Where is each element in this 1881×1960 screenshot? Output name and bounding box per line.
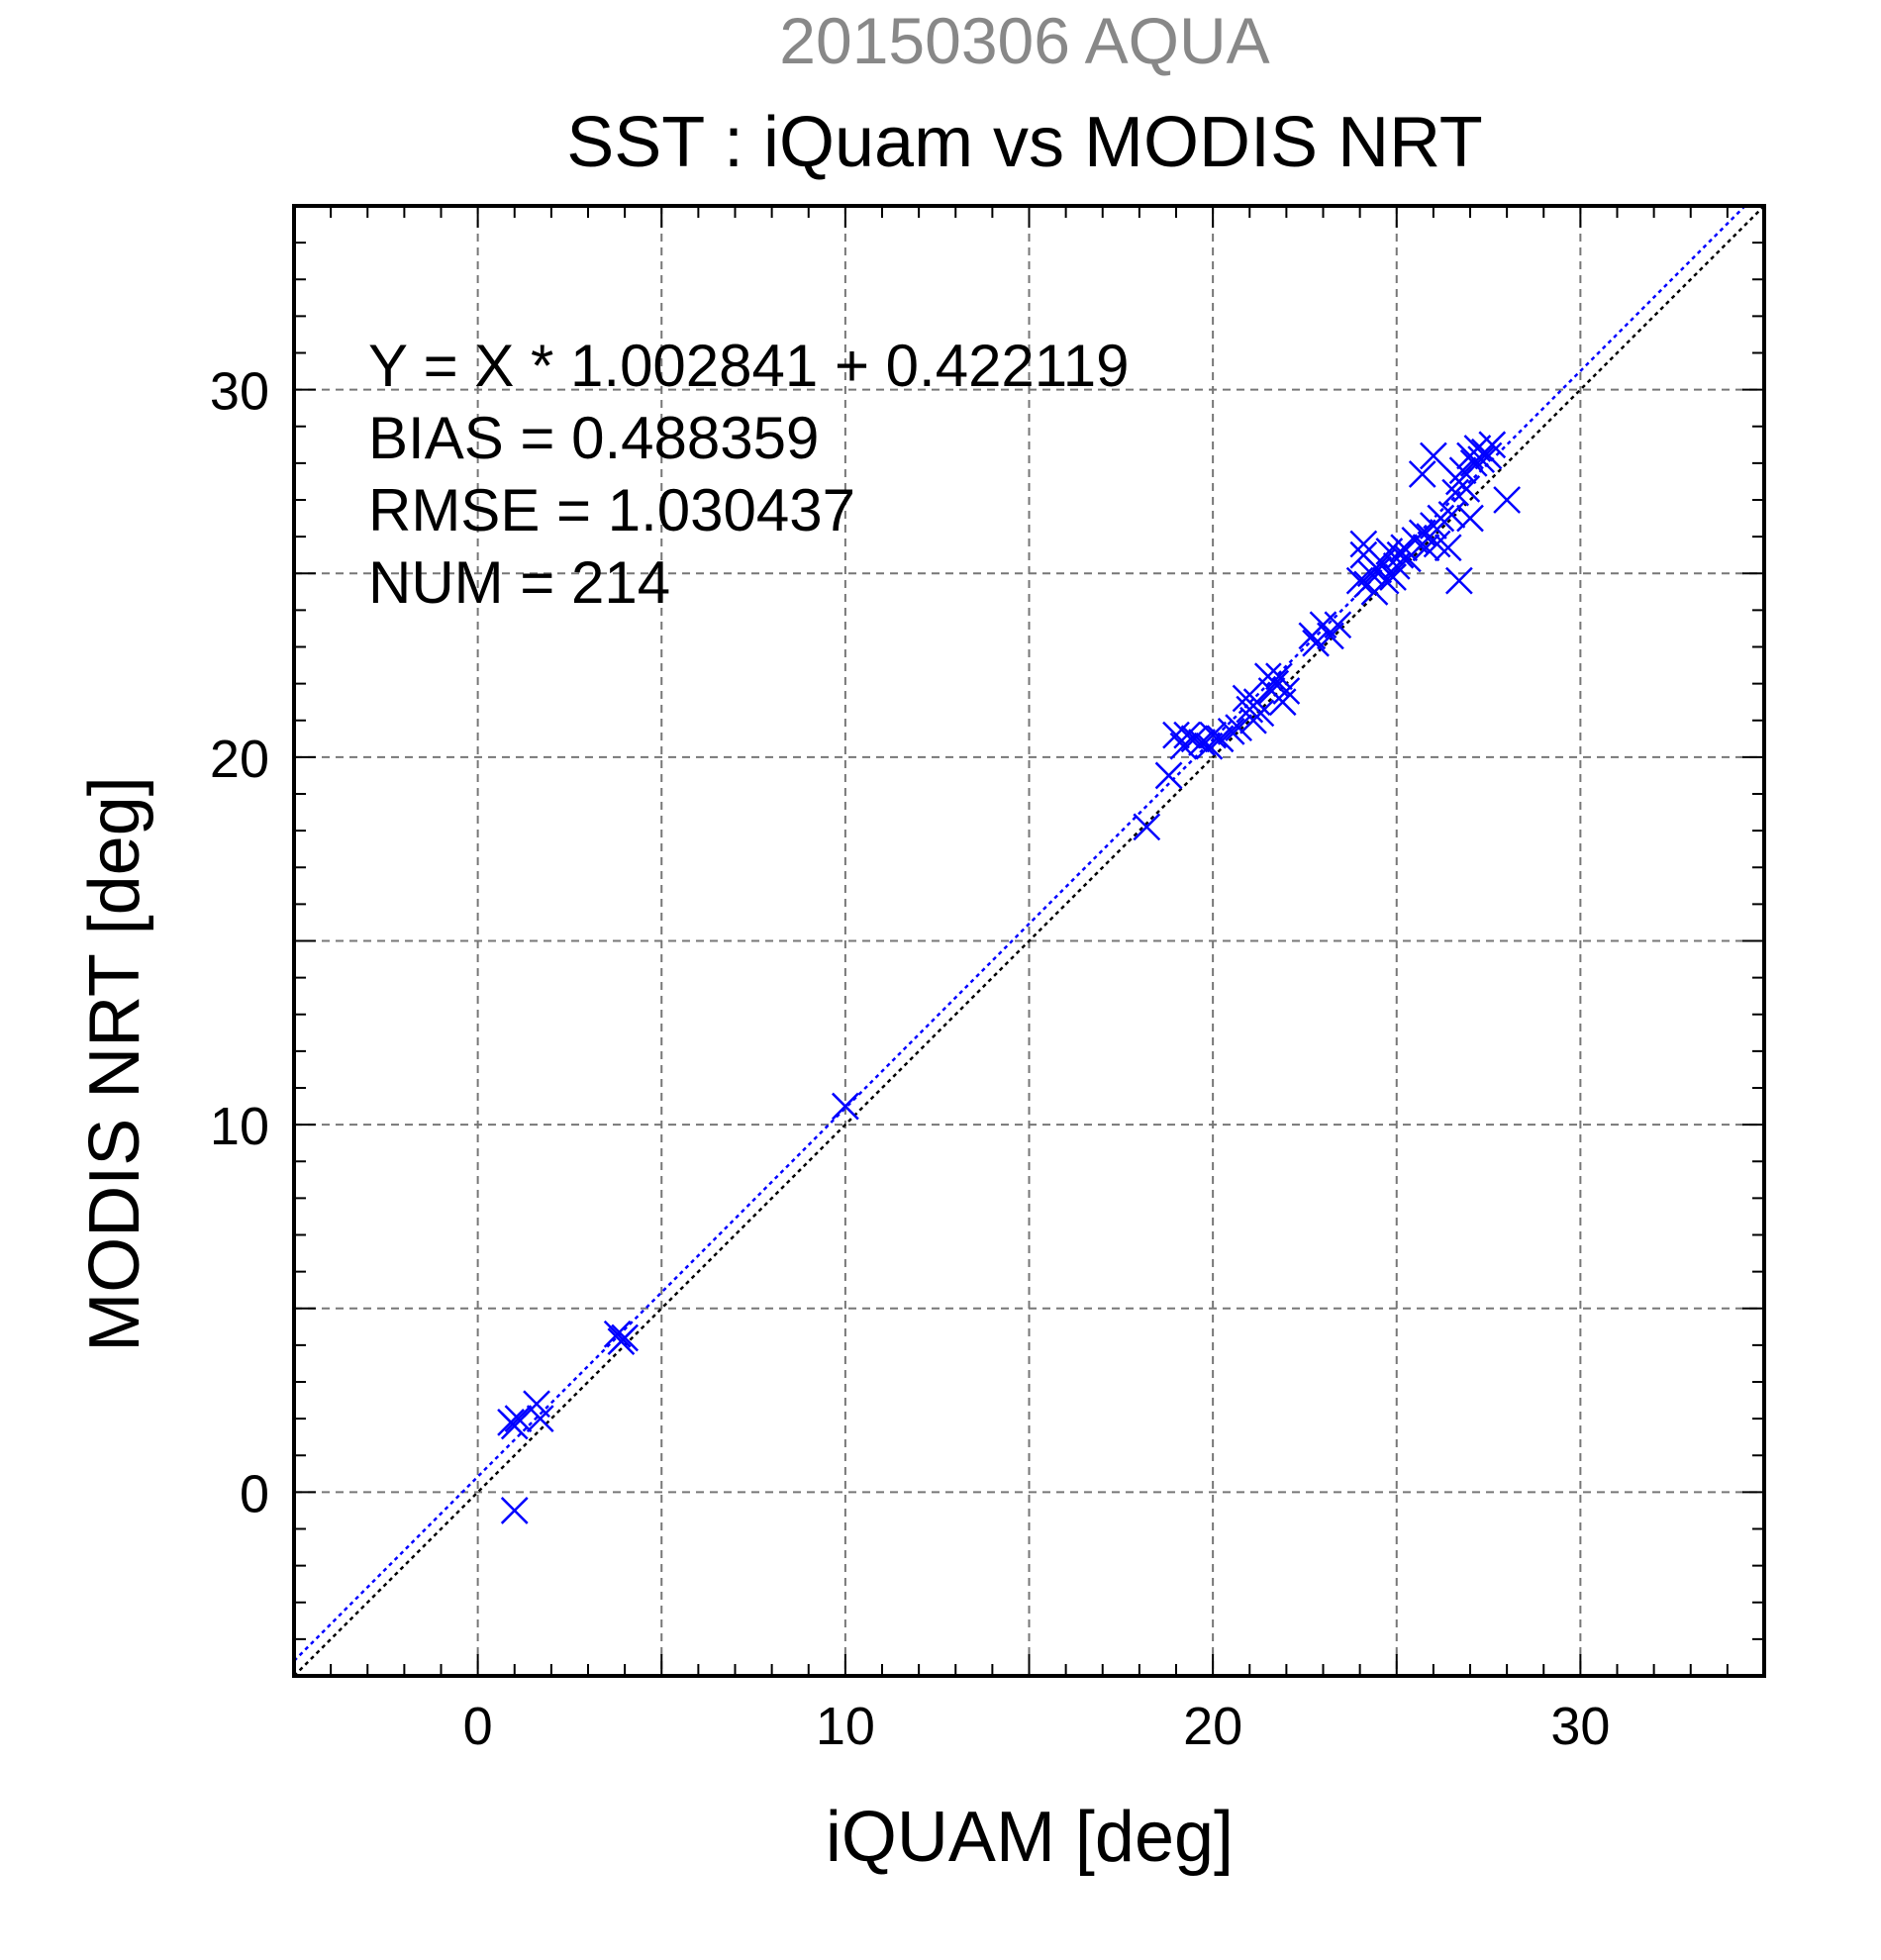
y-axis-label: MODIS NRT [deg] xyxy=(75,776,154,1352)
data-point xyxy=(1412,534,1440,562)
data-point xyxy=(1408,460,1436,488)
x-tick-label: 30 xyxy=(1550,1697,1610,1756)
data-point xyxy=(1133,813,1161,841)
x-tick-label: 0 xyxy=(463,1697,493,1756)
identity-line xyxy=(293,205,1765,1677)
data-point xyxy=(1434,534,1462,562)
data-point xyxy=(1302,629,1330,657)
data-point xyxy=(1180,725,1209,753)
data-point xyxy=(1246,699,1275,728)
data-points xyxy=(497,431,1522,1524)
y-tick-label: 20 xyxy=(210,730,269,789)
data-point xyxy=(1441,478,1470,507)
stats-annotation: Y = X * 1.002841 + 0.422119 BIAS = 0.488… xyxy=(368,333,1129,616)
data-point xyxy=(1467,445,1496,474)
data-point xyxy=(1199,721,1228,749)
data-point xyxy=(1173,721,1202,749)
y-tick-label: 30 xyxy=(210,362,269,422)
rmse-stat: RMSE = 1.030437 xyxy=(368,477,855,543)
x-tick-labels: 0 10 20 30 xyxy=(463,1697,1611,1756)
x-tick-label: 10 xyxy=(816,1697,875,1756)
data-point xyxy=(1349,530,1378,558)
data-point xyxy=(831,1092,859,1121)
regression-fit-line xyxy=(293,205,1746,1662)
data-point xyxy=(603,1320,632,1348)
data-point xyxy=(1268,688,1297,717)
x-tick-label: 20 xyxy=(1183,1697,1242,1756)
data-point xyxy=(1444,566,1473,595)
data-point xyxy=(1427,504,1455,533)
y-tick-label: 10 xyxy=(210,1097,269,1156)
x-axis-label: iQUAM [deg] xyxy=(826,1798,1234,1877)
data-point xyxy=(1452,474,1481,503)
data-point xyxy=(1272,677,1301,705)
y-tick-label: 0 xyxy=(240,1464,269,1523)
data-point xyxy=(1474,441,1503,470)
data-point xyxy=(1154,761,1183,790)
bias-stat: BIAS = 0.488359 xyxy=(368,405,819,471)
data-point xyxy=(504,1405,533,1433)
data-point xyxy=(1217,718,1245,745)
regression-equation: Y = X * 1.002841 + 0.422119 xyxy=(368,333,1129,399)
data-point xyxy=(1456,504,1484,533)
chart-subtitle: SST : iQuam vs MODIS NRT xyxy=(566,103,1483,182)
plot-frame xyxy=(292,204,1766,1678)
data-point xyxy=(1394,544,1422,573)
y-tick-labels: 0 10 20 30 xyxy=(210,362,269,1524)
data-point xyxy=(1379,563,1407,591)
data-point xyxy=(611,1323,640,1352)
data-point xyxy=(1225,714,1252,742)
data-point xyxy=(1419,441,1447,470)
data-point xyxy=(1493,486,1522,514)
data-point xyxy=(526,1405,554,1433)
data-point xyxy=(500,1497,529,1524)
data-point xyxy=(1265,662,1293,691)
data-point xyxy=(1324,611,1352,639)
data-point xyxy=(500,1412,529,1440)
data-point xyxy=(1423,530,1451,558)
chart-title: 20150306 AQUA xyxy=(779,4,1269,77)
data-point xyxy=(1478,431,1507,459)
num-stat: NUM = 214 xyxy=(368,549,670,616)
data-point xyxy=(1371,566,1400,595)
